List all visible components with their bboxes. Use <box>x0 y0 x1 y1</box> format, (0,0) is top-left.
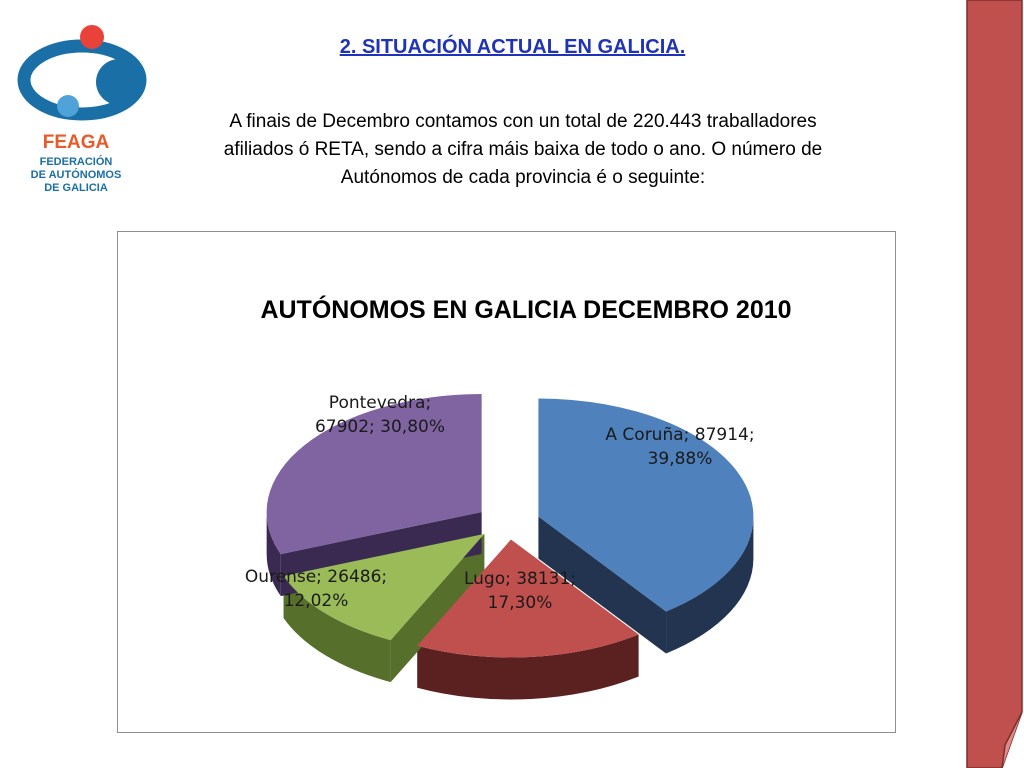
body-line: A finais de Decembro contamos con un tot… <box>229 111 817 132</box>
logo-white-dot <box>53 59 71 77</box>
side-bar <box>966 0 1023 768</box>
pie-chart: AUTÓNOMOS EN GALICIA DECEMBRO 2010 A Cor… <box>245 294 792 700</box>
pie-slice-side-pontevedra <box>266 512 281 597</box>
chart-frame: AUTÓNOMOS EN GALICIA DECEMBRO 2010 A Cor… <box>117 231 896 733</box>
pie-slice-cut-ourense <box>390 533 485 683</box>
logo-name: FEAGA <box>42 132 110 153</box>
pie-slice-side-a-coruña <box>666 516 754 654</box>
pie-slice-a-coruña <box>538 398 754 612</box>
body-text: A finais de Decembro contamos con un tot… <box>148 108 898 192</box>
pie-slice-ourense <box>283 533 485 641</box>
body-line: afiliados ó RETA, sendo a cifra máis bai… <box>223 139 823 160</box>
logo-big-dot <box>96 59 142 105</box>
data-label-a-coruña: A Coruña; 87914; <box>605 425 754 445</box>
logo-red-dot <box>80 25 104 49</box>
data-label-pontevedra: 67902; 30,80% <box>315 417 445 437</box>
pie-slice-side-ourense <box>283 575 391 683</box>
label-layer: A Coruña; 87914; 39,88% Lugo; 38131; 17,30%… <box>245 393 755 613</box>
pie-layer <box>266 394 754 700</box>
data-label-ourense: Ourense; 26486; <box>245 567 387 587</box>
logo-small-dot <box>57 95 79 117</box>
data-label-lugo: 17,30% <box>488 593 553 613</box>
logo-subtitle-line: FEDERACIÓN <box>39 156 113 168</box>
side-bar-panel <box>966 0 1023 768</box>
side-bar-page-curl <box>1001 711 1023 768</box>
data-label-pontevedra: Pontevedra; <box>329 393 431 413</box>
logo-emblem <box>17 25 147 121</box>
pie-slice-side-lugo <box>417 634 639 700</box>
chart-title: AUTÓNOMOS EN GALICIA DECEMBRO 2010 <box>260 294 791 324</box>
data-label-a-coruña: 39,88% <box>648 449 713 469</box>
data-label-lugo: Lugo; 38131; <box>464 569 576 589</box>
logo-subtitle-line: DE GALICIA <box>44 182 108 194</box>
pie-slice-lugo <box>417 539 639 658</box>
feaga-logo: FEAGA FEDERACIÓN DE AUTÓNOMOS DE GALICIA <box>16 20 156 200</box>
body-line: Autónomos de cada provincia é o seguinte… <box>340 167 706 188</box>
pie-slice-cut-a-coruña <box>538 516 667 654</box>
data-label-ourense: 12,02% <box>284 591 349 611</box>
slide-title: 2. SITUACIÓN ACTUAL EN GALICIA. <box>339 36 686 58</box>
pie-slice-pontevedra <box>266 394 482 555</box>
logo-subtitle-line: DE AUTÓNOMOS <box>30 169 122 181</box>
